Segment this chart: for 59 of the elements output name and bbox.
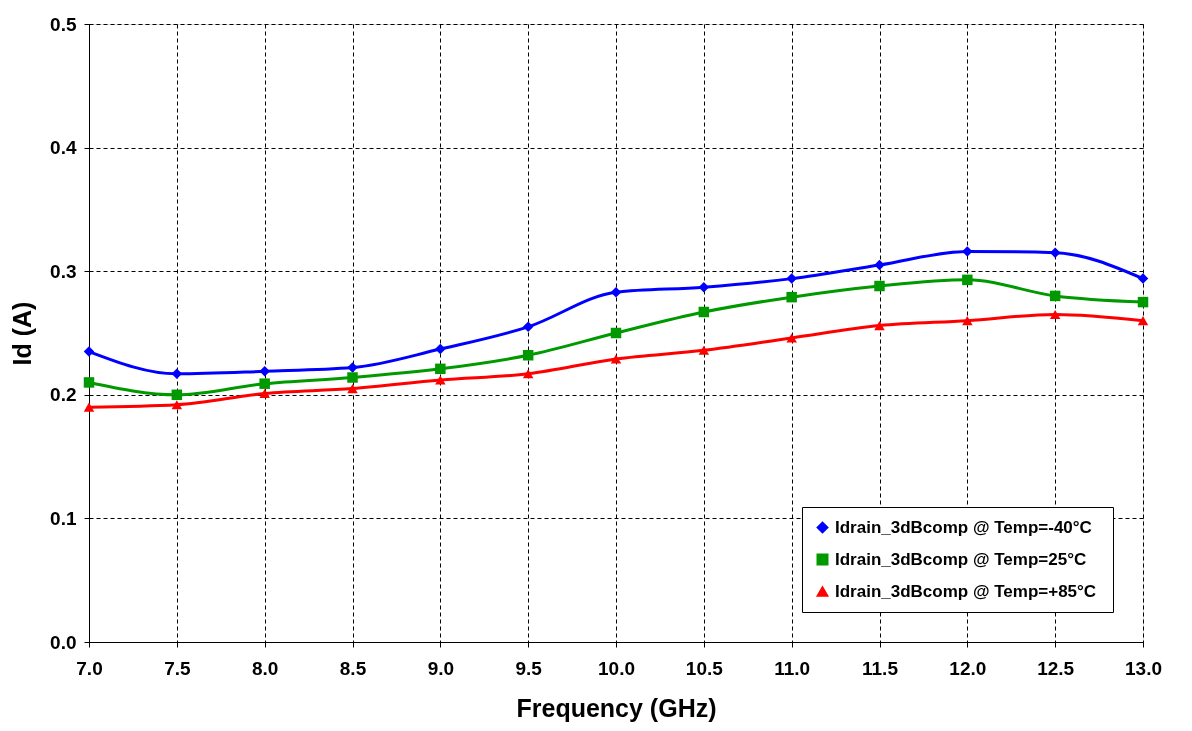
x-tick-label: 9.5 — [515, 657, 543, 679]
point — [435, 343, 446, 355]
point — [1137, 273, 1149, 284]
point — [610, 354, 622, 364]
point — [171, 389, 183, 401]
point — [698, 282, 710, 293]
point — [962, 274, 973, 286]
point — [874, 321, 885, 331]
point — [83, 402, 95, 412]
y-tick-label: 0.1 — [50, 507, 77, 529]
y-tick-label: 0.3 — [50, 260, 77, 282]
legend-label: Idrain_3dBcomp @ Temp=-40°C — [835, 517, 1092, 537]
point — [1049, 290, 1061, 302]
point — [522, 369, 534, 379]
x-tick-label: 8.0 — [251, 657, 279, 679]
x-tick-label: 11.0 — [774, 657, 811, 679]
point — [786, 291, 797, 303]
x-axis-title: Frequency (GHz) — [516, 693, 717, 722]
x-tick-label: 7.5 — [164, 657, 191, 679]
point — [347, 362, 358, 373]
point — [83, 377, 95, 388]
x-tick-label: 8.5 — [339, 657, 367, 679]
x-tick-label: 7.0 — [76, 657, 103, 679]
point — [435, 375, 446, 385]
y-axis-title: Id (A) — [8, 301, 37, 366]
x-tick-label: 10.0 — [598, 657, 635, 679]
point — [786, 273, 797, 284]
point — [610, 327, 622, 339]
point — [522, 321, 534, 333]
y-tick-label: 0.2 — [50, 384, 77, 406]
point — [522, 350, 534, 361]
point — [874, 280, 885, 292]
point — [347, 384, 358, 394]
point — [610, 286, 622, 298]
point — [435, 363, 446, 375]
y-tick-label: 0.0 — [50, 631, 77, 653]
x-tick-label: 12.0 — [949, 657, 987, 679]
point — [698, 306, 710, 318]
point — [1049, 309, 1061, 319]
point — [259, 389, 270, 399]
x-tick-label: 10.5 — [685, 657, 724, 679]
point — [962, 316, 973, 326]
point — [259, 378, 270, 389]
point — [1137, 316, 1149, 326]
y-tick-label: 0.4 — [50, 137, 77, 159]
point — [259, 366, 270, 377]
legend-label: Idrain_3dBcomp @ Temp=+85°C — [835, 581, 1097, 601]
legend-label: Idrain_3dBcomp @ Temp=25°C — [835, 549, 1087, 569]
point — [171, 400, 183, 410]
point — [698, 345, 710, 355]
x-tick-label: 9.0 — [427, 657, 455, 679]
point — [874, 259, 885, 271]
x-tick-label: 12.5 — [1037, 657, 1075, 679]
y-tick-label: 0.5 — [50, 13, 77, 35]
point — [83, 346, 95, 357]
x-tick-label: 11.5 — [862, 657, 899, 679]
point — [1137, 296, 1149, 308]
point — [347, 372, 358, 383]
x-tick-label: 13.0 — [1125, 657, 1162, 679]
